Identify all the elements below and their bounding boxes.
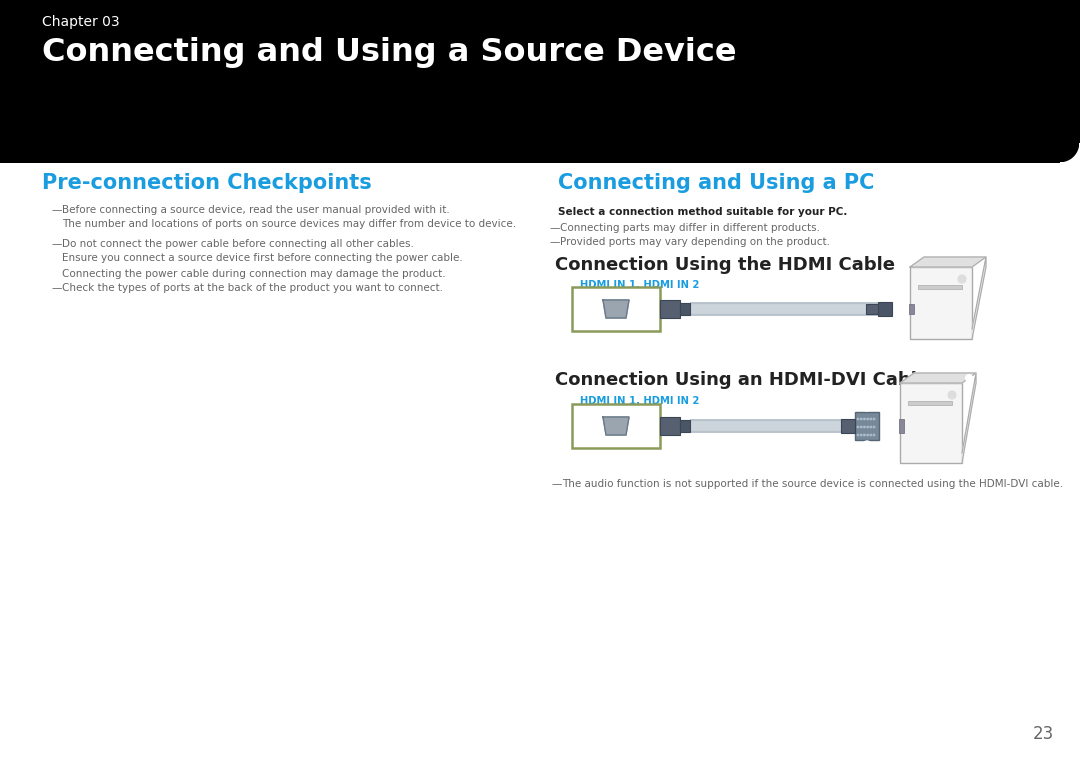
Text: Check the types of ports at the back of the product you want to connect.: Check the types of ports at the back of … <box>62 283 443 293</box>
Polygon shape <box>900 373 976 383</box>
Circle shape <box>874 427 875 428</box>
Circle shape <box>867 427 868 428</box>
Text: Connecting parts may differ in different products.: Connecting parts may differ in different… <box>561 223 820 233</box>
Circle shape <box>958 275 966 283</box>
Circle shape <box>864 434 865 436</box>
Circle shape <box>948 391 956 399</box>
Polygon shape <box>1059 143 1080 163</box>
Circle shape <box>867 418 868 420</box>
Text: Chapter 03: Chapter 03 <box>42 15 120 29</box>
Bar <box>572 404 660 448</box>
Circle shape <box>861 418 862 420</box>
Text: The audio function is not supported if the source device is connected using the : The audio function is not supported if t… <box>562 479 1063 489</box>
Text: —: — <box>549 223 559 233</box>
Bar <box>899 419 904 433</box>
Circle shape <box>864 427 865 428</box>
Text: Connection Using the HDMI Cable: Connection Using the HDMI Cable <box>555 256 895 274</box>
Circle shape <box>858 427 859 428</box>
Bar <box>660 300 680 318</box>
Circle shape <box>864 418 865 420</box>
Text: Connecting and Using a Source Device: Connecting and Using a Source Device <box>42 37 737 68</box>
Circle shape <box>870 418 872 420</box>
Bar <box>0 0 1080 163</box>
Bar <box>572 287 660 331</box>
Circle shape <box>863 403 870 411</box>
Circle shape <box>874 418 875 420</box>
Polygon shape <box>910 257 986 267</box>
Text: —: — <box>549 237 559 247</box>
Bar <box>680 303 690 315</box>
Text: —: — <box>552 479 563 489</box>
Text: HDMI IN 1, HDMI IN 2: HDMI IN 1, HDMI IN 2 <box>580 396 700 406</box>
Text: The number and locations of ports on source devices may differ from device to de: The number and locations of ports on sou… <box>62 219 516 229</box>
Bar <box>660 417 680 435</box>
Polygon shape <box>972 257 986 339</box>
Bar <box>680 420 690 432</box>
Text: —: — <box>52 205 63 215</box>
Circle shape <box>867 434 868 436</box>
Circle shape <box>861 434 862 436</box>
Bar <box>841 419 855 433</box>
Text: Pre-connection Checkpoints: Pre-connection Checkpoints <box>42 173 372 193</box>
Text: Connecting and Using a PC: Connecting and Using a PC <box>558 173 875 193</box>
Bar <box>910 267 972 339</box>
Text: Select a connection method suitable for your PC.: Select a connection method suitable for … <box>558 207 848 217</box>
Text: —: — <box>52 283 63 293</box>
Circle shape <box>870 434 872 436</box>
Text: 23: 23 <box>1032 725 1054 743</box>
Polygon shape <box>603 300 629 318</box>
Bar <box>909 304 914 314</box>
Text: Connecting the power cable during connection may damage the product.: Connecting the power cable during connec… <box>62 269 446 279</box>
Text: Provided ports may vary depending on the product.: Provided ports may vary depending on the… <box>561 237 831 247</box>
Circle shape <box>966 455 972 462</box>
Text: Connection Using an HDMI-DVI Cable: Connection Using an HDMI-DVI Cable <box>555 371 929 389</box>
Bar <box>908 401 951 405</box>
Circle shape <box>858 418 859 420</box>
Circle shape <box>966 375 972 382</box>
Bar <box>866 304 878 314</box>
Text: HDMI IN 1, HDMI IN 2: HDMI IN 1, HDMI IN 2 <box>580 280 700 290</box>
Text: —: — <box>52 239 63 249</box>
Text: Do not connect the power cable before connecting all other cables.: Do not connect the power cable before co… <box>62 239 414 249</box>
Circle shape <box>874 434 875 436</box>
Polygon shape <box>962 373 976 463</box>
Circle shape <box>870 427 872 428</box>
Bar <box>900 383 962 463</box>
Bar <box>918 285 962 289</box>
Bar <box>855 412 879 440</box>
Circle shape <box>858 434 859 436</box>
Text: Before connecting a source device, read the user manual provided with it.: Before connecting a source device, read … <box>62 205 449 215</box>
Polygon shape <box>603 417 629 435</box>
Circle shape <box>863 441 870 449</box>
Bar <box>878 302 892 316</box>
Text: Ensure you connect a source device first before connecting the power cable.: Ensure you connect a source device first… <box>62 253 462 263</box>
Circle shape <box>861 427 862 428</box>
